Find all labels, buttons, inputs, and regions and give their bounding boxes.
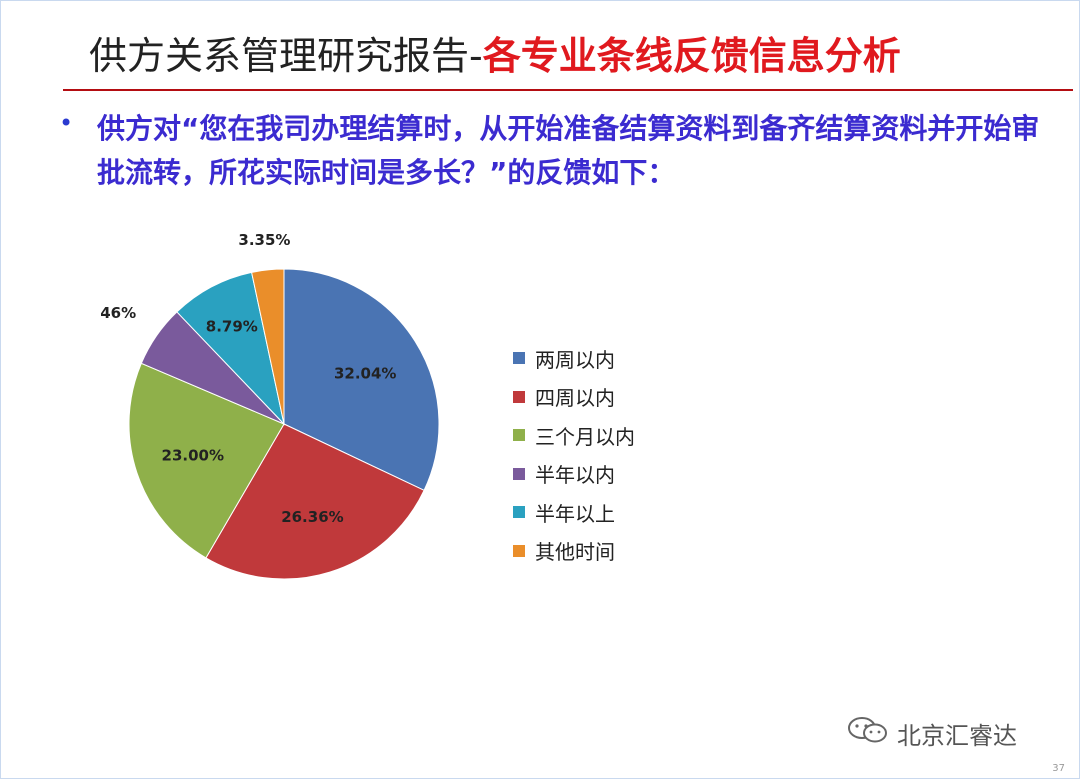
legend-swatch [513, 390, 525, 403]
watermark: 北京汇睿达 [847, 715, 1017, 751]
slice-data-label: 6.46% [101, 304, 136, 322]
page-number: 37 [1052, 763, 1065, 774]
legend-item: 四周以内 [513, 378, 635, 417]
slice-data-label: 26.36% [281, 508, 343, 526]
legend-label: 两周以内 [535, 347, 615, 372]
legend-swatch [513, 352, 525, 365]
question-text: 供方对“您在我司办理结算时，从开始准备结算资料到备齐结算资料并开始审批流转，所花… [97, 112, 1040, 189]
legend-label: 半年以上 [535, 501, 615, 526]
pie-chart: 32.04% 26.36% 23.00% 6.46% 8.79% 3.35% [101, 231, 440, 580]
legend-item: 三个月以内 [513, 416, 635, 455]
pie-slice [251, 268, 285, 425]
legend-swatch [513, 544, 525, 557]
title-rule [63, 89, 1073, 91]
title-sub: 各专业条线反馈信息分析 [482, 34, 901, 78]
legend-swatch [513, 429, 525, 442]
pie-slice [205, 423, 425, 580]
wechat-icon [847, 715, 889, 751]
legend-label: 其他时间 [535, 540, 615, 565]
title-main: 供方关系管理研究报告- [89, 34, 483, 78]
slice-data-label: 3.35% [238, 231, 290, 249]
legend-item: 半年以内 [513, 455, 635, 494]
chart-legend: 两周以内四周以内三个月以内半年以内半年以上其他时间 [513, 339, 635, 570]
legend-item: 两周以内 [513, 339, 635, 378]
pie-slice [283, 268, 440, 492]
slice-data-label: 32.04% [334, 365, 396, 383]
pie-slice [128, 362, 285, 559]
legend-item: 半年以上 [513, 493, 635, 532]
legend-swatch [513, 467, 525, 480]
bullet-marker: • [59, 109, 74, 137]
legend-label: 三个月以内 [535, 424, 635, 449]
pie-slice [176, 271, 285, 426]
legend-label: 四周以内 [535, 386, 615, 411]
slice-data-label: 8.79% [206, 317, 258, 335]
legend-label: 半年以内 [535, 463, 615, 488]
legend-swatch [513, 506, 525, 519]
slice-data-label: 23.00% [162, 446, 224, 464]
watermark-text: 北京汇睿达 [897, 721, 1017, 750]
legend-item: 其他时间 [513, 532, 635, 571]
slide-title: 供方关系管理研究报告-各专业条线反馈信息分析 [89, 31, 901, 81]
